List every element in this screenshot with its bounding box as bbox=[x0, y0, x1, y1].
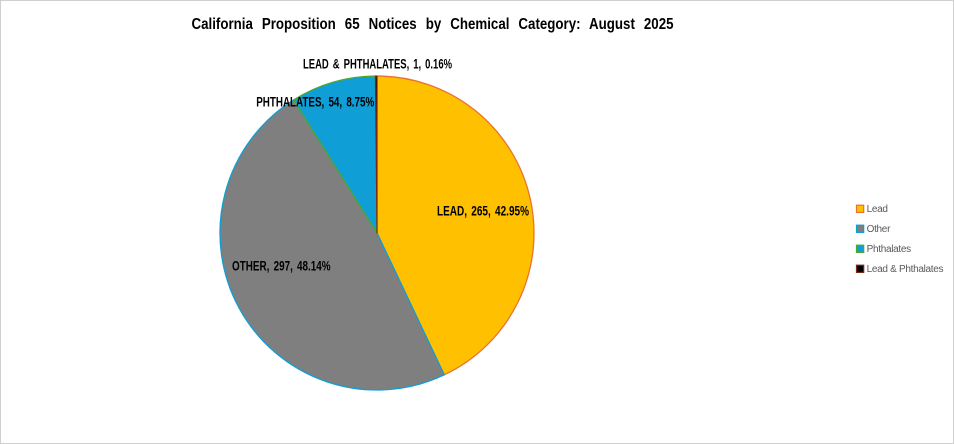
pie-slice-lead bbox=[376, 75, 535, 376]
data-label-other: OTHER, 297, 48.14% bbox=[232, 258, 331, 273]
pie-slice-lead-phthalates bbox=[374, 75, 378, 234]
legend-marker-phthalates bbox=[855, 244, 865, 253]
legend-marker-lead-phthalates bbox=[855, 264, 865, 274]
pie-slice-phthalates bbox=[292, 75, 378, 234]
legend-item-other: Other bbox=[855, 224, 891, 235]
pie-slice-other bbox=[219, 99, 445, 391]
pie-slices bbox=[219, 75, 535, 391]
legend-item-lead-phthalates: Lead & Phthalates bbox=[855, 264, 944, 275]
legend-marker-other bbox=[855, 224, 865, 233]
legend-label-lead-phthalates: Lead & Phthalates bbox=[867, 264, 944, 275]
chart-title: California Proposition 65 Notices by Che… bbox=[192, 16, 674, 33]
data-label-lead-phthalates: LEAD & PHTHALATES, 1, 0.16% bbox=[303, 56, 452, 71]
legend-marker-lead bbox=[855, 204, 865, 213]
data-label-phthalates: PHTHALATES, 54, 8.75% bbox=[256, 95, 374, 110]
legend-label-other: Other bbox=[867, 224, 891, 235]
legend-label-lead: Lead bbox=[867, 204, 888, 215]
legend-label-phthalates: Phthalates bbox=[867, 244, 912, 255]
legend-item-lead: Lead bbox=[855, 204, 888, 215]
legend-item-phthalates: Phthalates bbox=[855, 244, 912, 255]
legend: Lead Other Phthalates Lead & Phthalates bbox=[855, 204, 944, 275]
data-label-lead: LEAD, 265, 42.95% bbox=[437, 204, 529, 219]
